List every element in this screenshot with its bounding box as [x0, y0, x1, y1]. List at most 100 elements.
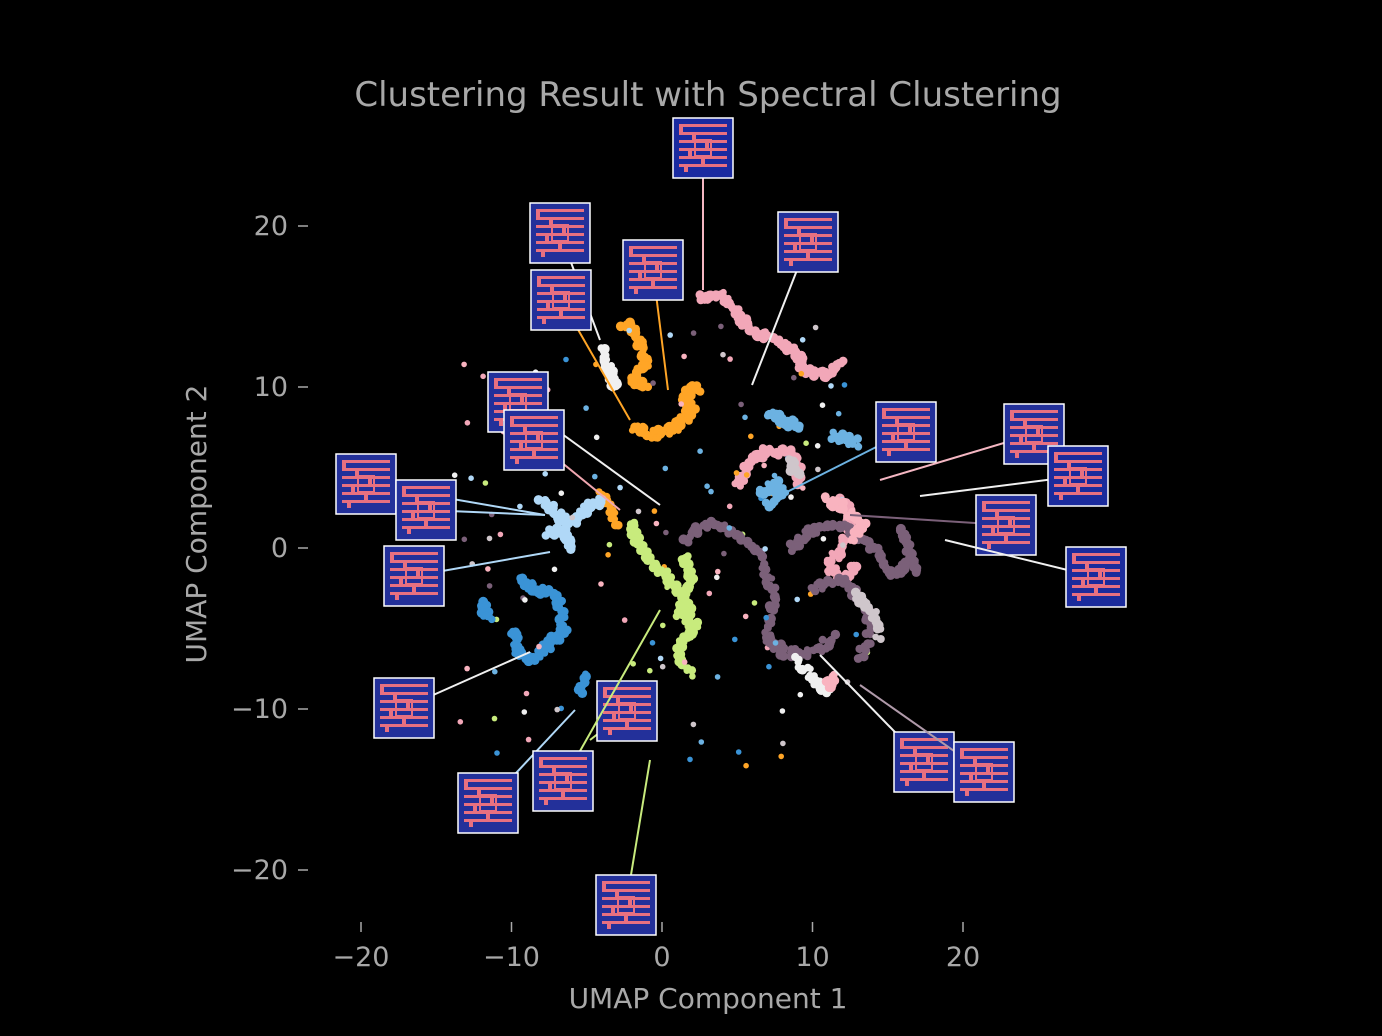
scatter-point — [835, 438, 843, 446]
scatter-point — [523, 690, 530, 697]
scatter-point — [737, 533, 746, 542]
scatter-point — [630, 661, 636, 667]
scatter-point — [695, 526, 703, 533]
scatter-point — [461, 536, 468, 543]
thumbnail-image — [1047, 445, 1109, 507]
thumbnail-image — [503, 409, 565, 471]
scatter-point — [780, 740, 786, 747]
scatter-point — [748, 433, 754, 440]
scatter-point — [757, 552, 767, 562]
scatter-point — [766, 501, 774, 509]
scatter-point — [742, 414, 748, 421]
scatter-point — [653, 520, 660, 527]
scatter-point — [778, 753, 784, 760]
scatter-point — [630, 380, 639, 390]
scatter-point — [798, 370, 805, 377]
thumbnail-image — [335, 453, 397, 515]
scatter-point — [841, 382, 848, 388]
scatter-point — [558, 490, 565, 497]
scatter-point — [684, 561, 692, 569]
scatter-point — [510, 640, 518, 649]
thumbnail-image — [777, 211, 839, 273]
scatter-point — [733, 470, 740, 476]
thumbnail-annotations — [335, 117, 1127, 936]
scatter-point — [861, 536, 870, 544]
scatter-point — [592, 473, 598, 480]
scatter-point — [771, 472, 778, 479]
y-tick-label: 10 — [254, 372, 288, 403]
scatter-point — [533, 495, 544, 505]
scatter-point — [851, 563, 859, 571]
scatter-point — [497, 531, 504, 538]
scatter-point — [818, 635, 827, 644]
scatter-point — [758, 444, 768, 453]
scatter-point — [563, 356, 569, 363]
scatter-point — [521, 709, 528, 715]
scatter-point — [657, 655, 664, 662]
scatter-point — [703, 523, 712, 532]
scatter-point — [815, 466, 821, 473]
scatter-point — [687, 390, 695, 398]
scatter-point — [480, 373, 486, 380]
scatter-point — [853, 631, 859, 638]
scatter-point — [690, 721, 697, 728]
scatter-point — [771, 583, 780, 592]
scatter-point — [800, 485, 806, 491]
scatter-point — [721, 550, 727, 557]
scatter-point — [483, 611, 490, 619]
scatter-point — [698, 739, 705, 745]
thumbnail-image — [875, 401, 937, 463]
scatter-point — [803, 646, 811, 653]
scatter-point — [647, 667, 653, 674]
thumbnail-image — [975, 494, 1037, 556]
scatter-point — [820, 536, 827, 542]
scatter-point — [778, 646, 788, 656]
scatter-point — [681, 353, 687, 360]
scatter-point — [708, 488, 714, 495]
scatter-point — [887, 566, 896, 575]
scatter-point — [791, 374, 797, 381]
scatter-point — [566, 544, 576, 554]
x-tick-label: 20 — [946, 942, 980, 973]
scatter-point — [908, 556, 916, 563]
scatter-point — [824, 637, 834, 647]
scatter-point — [813, 581, 821, 589]
scatter-point — [743, 472, 750, 478]
scatter-point — [763, 331, 772, 339]
scatter-point — [913, 567, 920, 574]
scatter-point — [738, 401, 744, 408]
scatter-point — [829, 578, 836, 585]
thumbnail-image — [383, 545, 445, 607]
scatter-point — [689, 619, 697, 628]
scatter-point — [799, 337, 806, 343]
scatter-point — [605, 552, 611, 558]
scatter-point — [491, 715, 498, 722]
scatter-point — [769, 605, 779, 615]
scatter-point — [718, 323, 724, 330]
scatter-point — [485, 566, 491, 572]
thumbnail-image — [530, 269, 592, 331]
scatter-point — [875, 553, 884, 562]
scatter-point — [686, 586, 693, 593]
scatter-point — [663, 567, 672, 575]
scatter-point — [525, 736, 532, 743]
scatter-point — [845, 436, 856, 446]
scatter-point — [794, 533, 802, 542]
scatter-point — [686, 533, 693, 540]
scatter-point — [768, 575, 776, 582]
thumbnail-image — [893, 731, 955, 793]
scatter-point — [694, 623, 702, 631]
scatter-point — [839, 533, 847, 541]
scatter-point — [536, 643, 542, 650]
scatter-point — [779, 708, 786, 714]
scatter-point — [693, 382, 701, 390]
scatter-point — [492, 668, 498, 675]
scatter-point — [607, 514, 615, 523]
scatter-point — [660, 622, 666, 629]
scatter-point — [649, 640, 656, 646]
scatter-point — [807, 584, 816, 592]
scatter-point — [866, 631, 874, 639]
scatter-point — [763, 614, 769, 621]
scatter-point — [801, 369, 811, 379]
